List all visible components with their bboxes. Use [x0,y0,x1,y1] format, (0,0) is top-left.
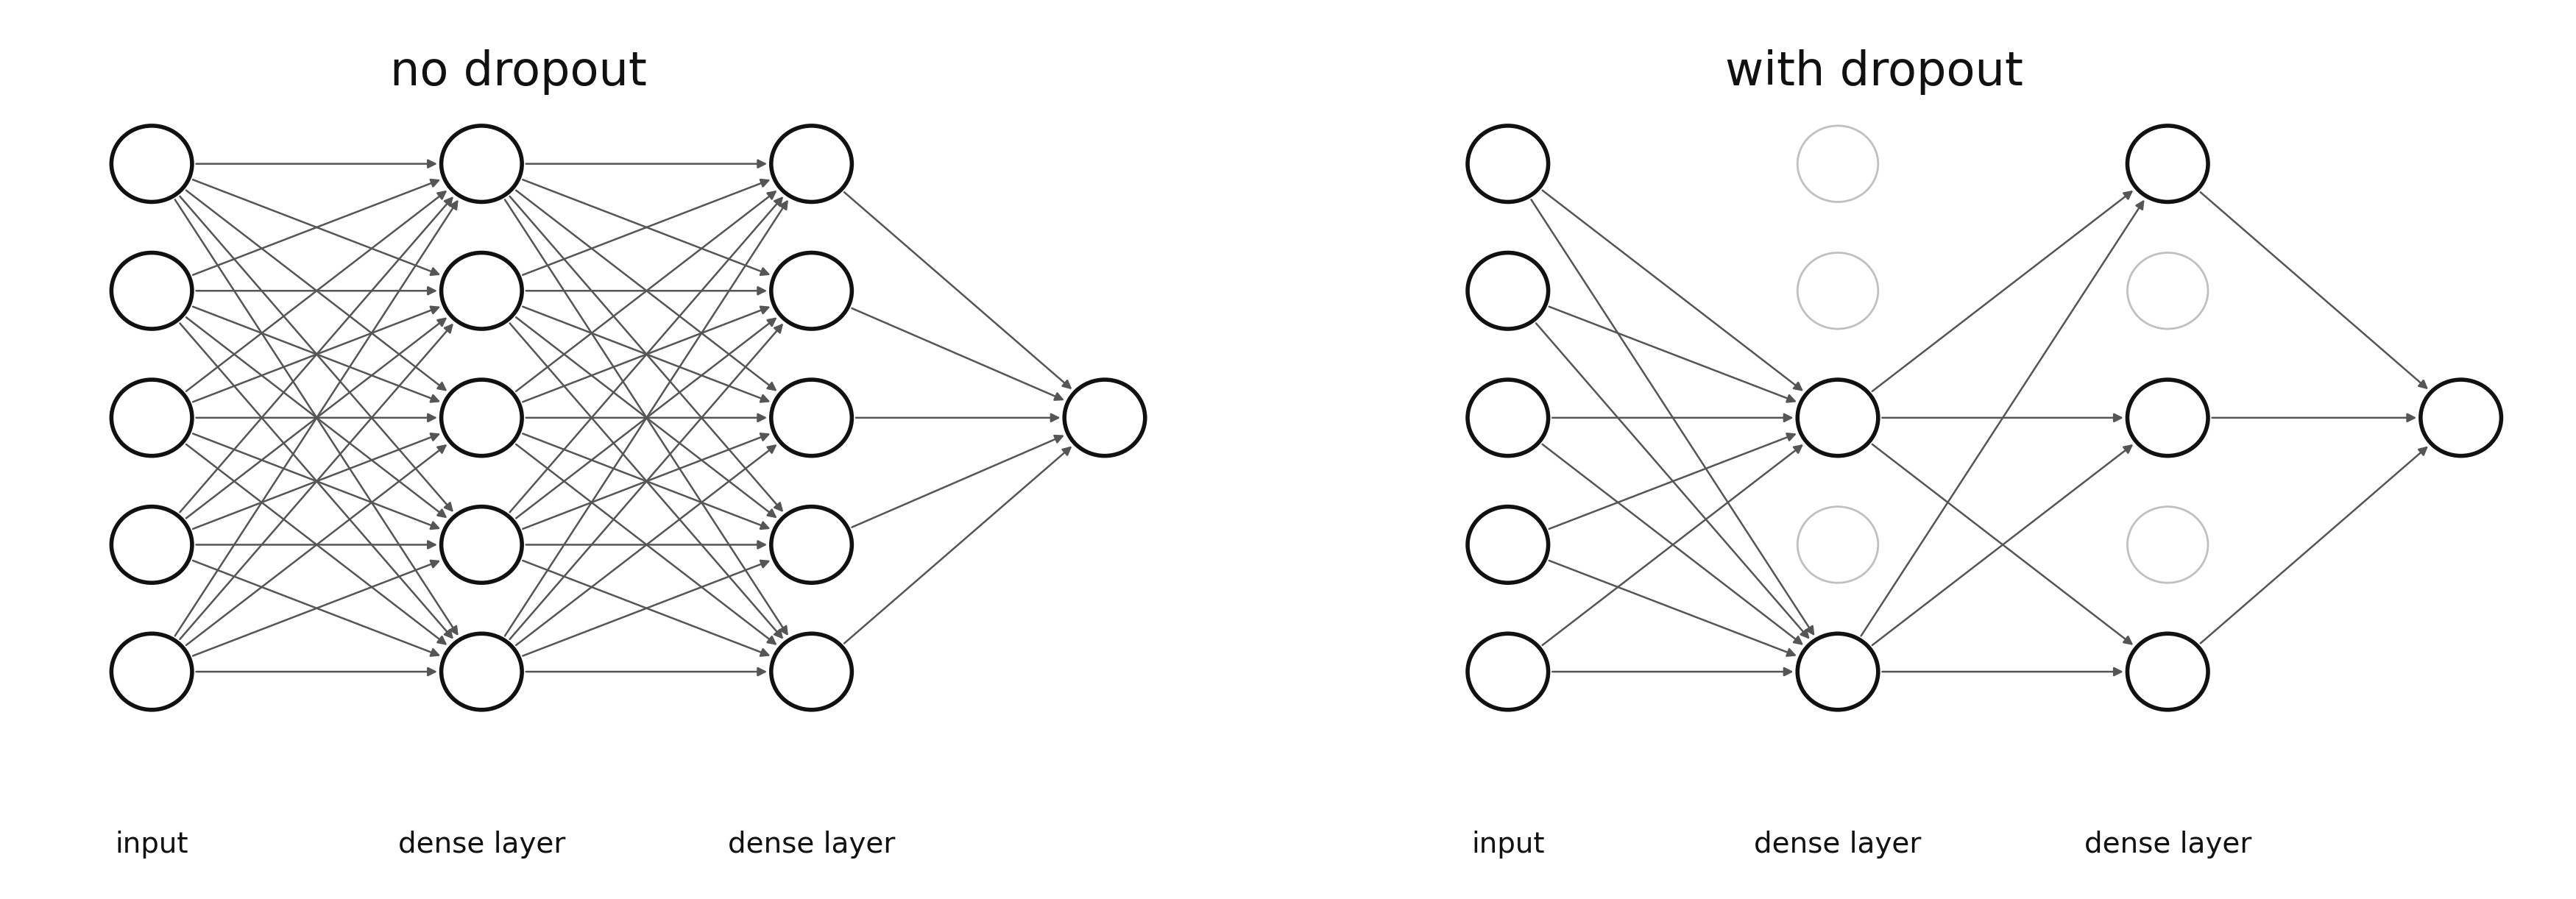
Ellipse shape [770,126,853,202]
Ellipse shape [1798,507,1878,583]
Ellipse shape [1468,126,1548,202]
Text: dense layer: dense layer [2084,831,2251,859]
Ellipse shape [1468,634,1548,710]
Text: input: input [116,831,188,859]
Text: dense layer: dense layer [397,831,564,859]
Ellipse shape [2128,379,2208,456]
Ellipse shape [440,507,523,583]
Ellipse shape [111,126,193,202]
Ellipse shape [770,507,853,583]
Ellipse shape [770,253,853,329]
Ellipse shape [1468,253,1548,329]
Ellipse shape [1798,126,1878,202]
Ellipse shape [1798,379,1878,456]
Ellipse shape [1468,507,1548,583]
Text: no dropout: no dropout [389,49,647,95]
Ellipse shape [2128,634,2208,710]
Ellipse shape [2128,126,2208,202]
Ellipse shape [440,634,523,710]
Ellipse shape [770,379,853,456]
Ellipse shape [111,379,193,456]
Ellipse shape [1064,379,1146,456]
Ellipse shape [2128,507,2208,583]
Text: input: input [1471,831,1546,859]
Ellipse shape [1798,634,1878,710]
Ellipse shape [2421,379,2501,456]
Ellipse shape [1468,379,1548,456]
Text: dense layer: dense layer [729,831,896,859]
Ellipse shape [440,379,523,456]
Ellipse shape [2128,253,2208,329]
Ellipse shape [1798,253,1878,329]
Ellipse shape [111,253,193,329]
Ellipse shape [111,507,193,583]
Text: with dropout: with dropout [1726,49,2025,95]
Ellipse shape [111,634,193,710]
Text: dense layer: dense layer [1754,831,1922,859]
Ellipse shape [440,253,523,329]
Ellipse shape [440,126,523,202]
Ellipse shape [770,634,853,710]
